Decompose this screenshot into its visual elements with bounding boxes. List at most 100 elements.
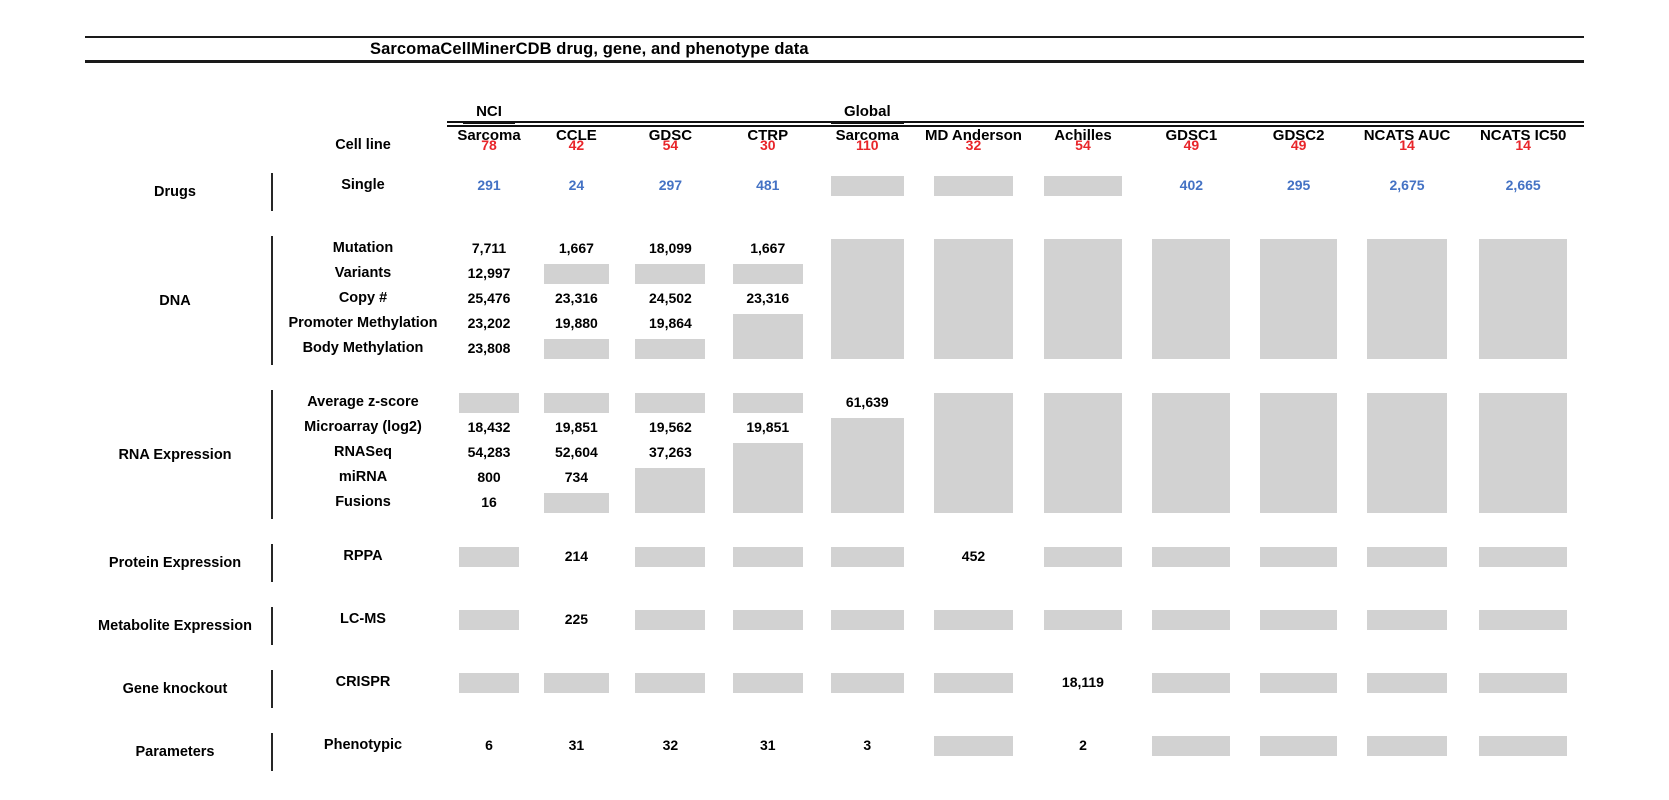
no-data-box (635, 546, 706, 567)
data-value: 23,316 (746, 290, 790, 306)
category-separator-bar (271, 607, 273, 645)
no-data-cell (1246, 607, 1352, 632)
no-data-cell (918, 670, 1029, 695)
category-label: DNA (159, 292, 191, 309)
data-table: NCI Sarcoma CCLE GDSC CTRP Global Sarcoma MD An… (85, 93, 1584, 771)
column-header-line1: NCATS AUC (1363, 127, 1451, 144)
no-data-box (1043, 175, 1122, 196)
no-data-cell (447, 390, 531, 415)
cell-line-count: 32 (965, 137, 982, 153)
cell-line-count: 14 (1399, 137, 1415, 153)
data-value: 6 (485, 737, 493, 753)
rule-spacer-2 (265, 121, 279, 127)
data-value: 800 (477, 469, 501, 485)
no-data-box (933, 238, 1014, 359)
no-data-box (543, 392, 610, 413)
no-data-box (830, 238, 904, 359)
column-header-line1: CCLE (555, 127, 597, 144)
data-value: 23,316 (554, 290, 598, 306)
data-value: 2,675 (1389, 177, 1425, 193)
no-data-cell (447, 544, 531, 569)
column-header-line1: NCI (463, 102, 515, 124)
data-value: 31 (759, 737, 776, 753)
column-header-gdsc: GDSC (622, 93, 719, 145)
no-data-box (1367, 735, 1447, 756)
column-header-line2: Sarcoma (835, 127, 899, 144)
no-data-cell (918, 607, 1029, 632)
no-data-box (1152, 735, 1231, 756)
data-value: 1,667 (558, 240, 594, 256)
header-rule-row (85, 121, 1584, 127)
no-data-box (1479, 546, 1567, 567)
no-data-cell (719, 261, 816, 286)
cell-line-category-spacer (85, 133, 265, 158)
category-label: RNA Expression (118, 446, 232, 463)
cell-line-count: 30 (759, 137, 776, 153)
column-header-ccle: CCLE (531, 93, 622, 145)
header-spacer-sub (279, 93, 447, 118)
no-data-cell (918, 173, 1029, 198)
no-data-box (732, 442, 803, 513)
data-value: 16 (481, 494, 497, 510)
row-label-promoter-methylation: Promoter Methylation (288, 315, 438, 331)
column-header-line1: GDSC2 (1272, 127, 1325, 144)
no-data-cell (531, 261, 622, 286)
section-dna: DNA Mutation Variants Copy # Promoter Methyl… (85, 236, 1584, 365)
no-data-box (1367, 546, 1447, 567)
column-header-line1: GDSC (648, 127, 693, 144)
cell-line-count: 49 (1290, 137, 1307, 153)
data-value: 54,283 (467, 444, 511, 460)
row-label-col: Average z-score Microarray (log2) RNASeq mi… (279, 390, 447, 519)
data-value: 12,997 (467, 265, 511, 281)
no-data-cell (622, 544, 719, 569)
data-value: 734 (564, 469, 589, 485)
column-header-line1: NCATS IC50 (1479, 127, 1567, 144)
no-data-cell (1029, 173, 1137, 198)
no-data-cell (1462, 544, 1584, 569)
no-data-box (1152, 238, 1231, 359)
no-data-cell (719, 670, 816, 695)
no-data-cell (1029, 236, 1137, 361)
category-separator (265, 607, 279, 645)
row-label-col: Single (279, 173, 447, 211)
column-header-achilles: Achilles (1029, 93, 1137, 145)
no-data-box (458, 392, 520, 413)
category-separator (265, 236, 279, 365)
top-rule (85, 36, 1584, 38)
no-data-cell (531, 336, 622, 361)
category-separator (265, 544, 279, 582)
no-data-cell (447, 607, 531, 632)
no-data-box (1152, 672, 1231, 693)
row-label-mutation: Mutation (332, 240, 394, 256)
no-data-box (933, 609, 1014, 630)
no-data-box (830, 546, 904, 567)
column-header-ctrp: CTRP (719, 93, 816, 145)
data-value: 452 (961, 548, 986, 564)
column-header-grid: NCI Sarcoma CCLE GDSC CTRP Global Sarcoma MD An… (447, 93, 1584, 144)
no-data-cell (1246, 544, 1352, 569)
no-data-cell (1137, 733, 1245, 758)
data-value: 214 (564, 548, 589, 564)
row-label-col: Phenotypic (279, 733, 447, 771)
row-label-single: Single (341, 177, 385, 193)
row-label-crispr: CRISPR (335, 674, 391, 690)
category-label: Metabolite Expression (98, 618, 252, 634)
no-data-box (543, 338, 610, 359)
cell-line-count: 42 (568, 137, 585, 153)
column-header-line2: Sarcoma (457, 127, 521, 144)
no-data-box (458, 672, 520, 693)
section-data-grid: 18,432 54,283 800 16 19,851 52,604 734 19,562 37… (447, 390, 1584, 519)
section-data-grid: 214 452 (447, 544, 1584, 582)
no-data-cell (1462, 733, 1584, 758)
data-value: 19,851 (746, 419, 790, 435)
no-data-box (1479, 672, 1567, 693)
column-header-line1: MD Anderson (924, 127, 1022, 144)
row-label-col: Mutation Variants Copy # Promoter Methylati… (279, 236, 447, 365)
no-data-cell (1246, 390, 1352, 515)
figure-title: SarcomaCellMinerCDB drug, gene, and phen… (370, 40, 809, 58)
column-header-global-sarcoma: Global Sarcoma (816, 93, 918, 145)
category-label: Gene knockout (122, 681, 228, 697)
cell-line-count: 110 (855, 137, 879, 153)
no-data-box (830, 672, 904, 693)
no-data-cell (1246, 236, 1352, 361)
